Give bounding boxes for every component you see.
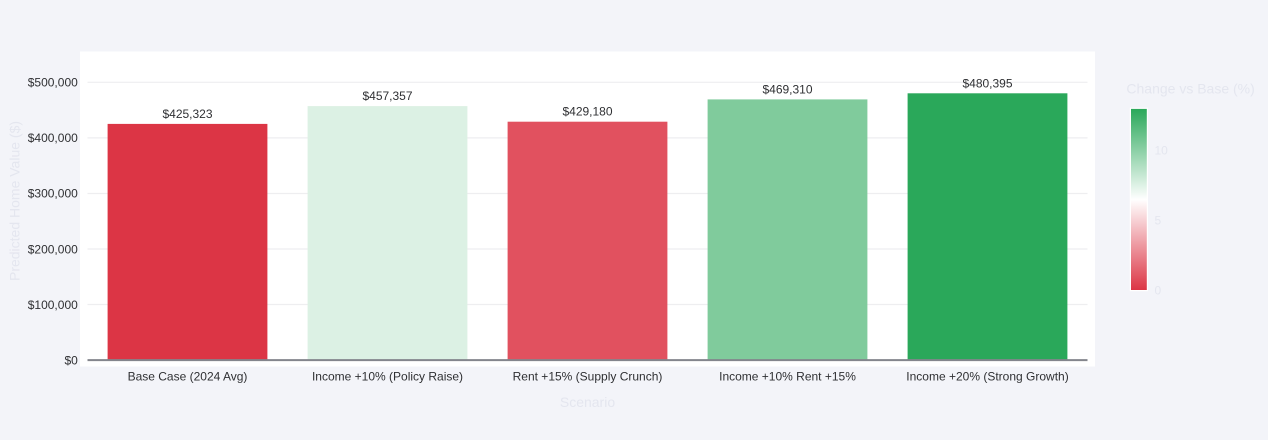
svg-text:0: 0	[1155, 283, 1162, 297]
svg-text:Predicted Home Value ($): Predicted Home Value ($)	[7, 121, 23, 281]
svg-text:$425,323: $425,323	[162, 107, 212, 121]
svg-text:Income +10% (Policy Raise): Income +10% (Policy Raise)	[312, 369, 463, 383]
svg-text:$429,180: $429,180	[562, 105, 612, 119]
svg-text:$400,000: $400,000	[28, 131, 78, 145]
svg-text:Income +10% Rent +15%: Income +10% Rent +15%	[719, 369, 856, 383]
svg-text:Rent +15% (Supply Crunch): Rent +15% (Supply Crunch)	[513, 369, 663, 383]
svg-text:$469,310: $469,310	[762, 82, 812, 96]
svg-text:$480,395: $480,395	[962, 76, 1012, 90]
svg-text:$100,000: $100,000	[28, 298, 78, 312]
svg-text:$300,000: $300,000	[28, 187, 78, 201]
svg-text:Income +20% (Strong Growth): Income +20% (Strong Growth)	[906, 369, 1068, 383]
svg-text:Change vs Base (%): Change vs Base (%)	[1126, 80, 1254, 96]
svg-text:10: 10	[1155, 143, 1169, 157]
svg-text:$200,000: $200,000	[28, 242, 78, 256]
svg-text:Scenario: Scenario	[560, 394, 615, 410]
svg-text:5: 5	[1155, 213, 1162, 227]
svg-text:$457,357: $457,357	[362, 89, 412, 103]
svg-text:$0: $0	[64, 353, 78, 367]
svg-text:$500,000: $500,000	[28, 76, 78, 90]
svg-text:Base Case (2024 Avg): Base Case (2024 Avg)	[128, 369, 248, 383]
